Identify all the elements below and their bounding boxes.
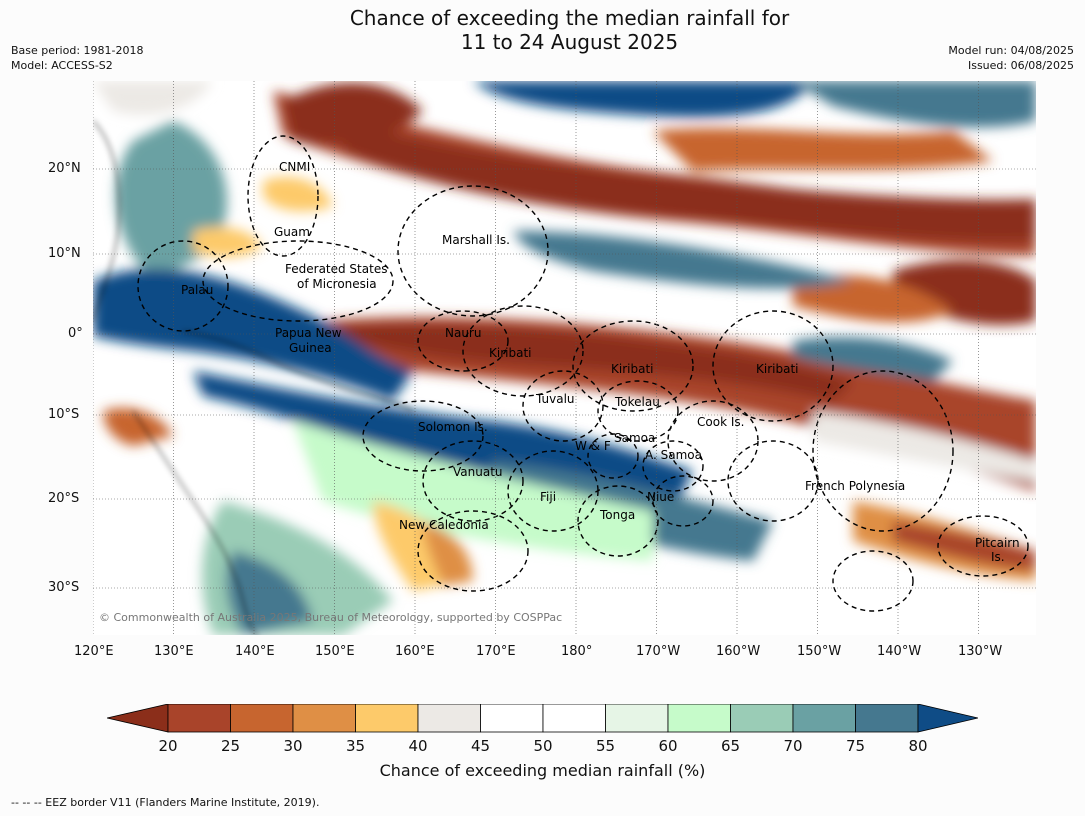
label-guam: Guam	[274, 225, 310, 239]
label-vanuatu: Vanuatu	[453, 465, 503, 479]
colorbar	[107, 704, 978, 733]
label-kiribati-west: Kiribati	[489, 346, 531, 360]
colorbar-tick-label: 40	[408, 737, 428, 755]
graticule	[93, 81, 1036, 635]
rainfall-field	[93, 81, 1036, 635]
label-fsm-1: Federated States	[285, 262, 387, 276]
label-palau: Palau	[181, 283, 213, 297]
colorbar-label: Chance of exceeding median rainfall (%)	[379, 761, 706, 780]
colorbar-tick-label: 75	[845, 737, 866, 755]
colorbar-tick-label: 80	[908, 737, 928, 755]
label-kiribati-central: Kiribati	[611, 362, 653, 376]
colorbar-segment	[480, 704, 544, 733]
meta-left: Base period: 1981-2018 Model: ACCESS-S2	[11, 43, 143, 73]
label-kiribati-east: Kiribati	[756, 362, 798, 376]
region-labels: CNMI Guam Marshall Is. Federated States …	[99, 160, 1020, 624]
lon-label-160w: 160°W	[716, 644, 761, 659]
colorbar-tick-label: 50	[533, 737, 553, 755]
meta-right: Model run: 04/08/2025 Issued: 06/08/2025	[948, 43, 1074, 73]
label-asamoa: A. Samoa	[645, 448, 702, 462]
lat-label-20n: 20°N	[48, 161, 81, 176]
colorbar-under-arrow	[107, 704, 169, 733]
label-samoa: Samoa	[614, 431, 655, 445]
label-tonga: Tonga	[599, 508, 635, 522]
label-nauru: Nauru	[445, 326, 481, 340]
label-png-2: Guinea	[289, 341, 332, 355]
colorbar-segment	[667, 704, 731, 733]
lon-label-140w: 140°W	[877, 644, 922, 659]
lon-label-130e: 130°E	[154, 644, 194, 659]
label-tokelau: Tokelau	[614, 395, 660, 409]
colorbar-tick-label: 60	[658, 737, 678, 755]
lat-label-30s: 30°S	[48, 580, 80, 595]
colorbar-segment	[167, 704, 231, 733]
colorbar-tick-label: 20	[158, 737, 178, 755]
map-svg: CNMI Guam Marshall Is. Federated States …	[93, 81, 1036, 635]
base-period: Base period: 1981-2018	[11, 44, 144, 57]
lon-label-160e: 160°E	[395, 644, 435, 659]
issued-date: Issued: 06/08/2025	[967, 59, 1074, 72]
colorbar-over-arrow	[917, 704, 978, 733]
eez-borders	[137, 135, 1029, 612]
colorbar-tick-label: 65	[720, 737, 741, 755]
label-cnmi: CNMI	[279, 160, 310, 174]
lon-label-140e: 140°E	[235, 644, 275, 659]
title-line-2: 11 to 24 August 2025	[460, 30, 679, 54]
map-title: Chance of exceeding the median rainfall …	[0, 6, 1085, 54]
label-png-1: Papua New	[275, 326, 342, 340]
lat-label-10n: 10°N	[48, 246, 81, 261]
colorbar-segment	[230, 704, 294, 733]
label-wf: W & F	[575, 439, 611, 453]
lon-label-150e: 150°E	[315, 644, 355, 659]
colorbar-tick-label: 25	[220, 737, 241, 755]
colorbar-tick-label: 35	[345, 737, 366, 755]
eez-legend-note: -- -- -- EEZ border V11 (Flanders Marine…	[11, 796, 320, 809]
label-cook: Cook Is.	[697, 415, 744, 429]
colorbar-tick-label: 70	[783, 737, 803, 755]
coastlines	[93, 120, 414, 635]
lon-label-120e: 120°E	[74, 644, 114, 659]
colorbar-segment	[292, 704, 356, 733]
colorbar-tick-label: 30	[283, 737, 303, 755]
lat-label-20s: 20°S	[48, 491, 80, 506]
colorbar-tick-label: 55	[595, 737, 616, 755]
colorbar-segment	[355, 704, 419, 733]
model-name: Model: ACCESS-S2	[11, 59, 113, 72]
title-line-1: Chance of exceeding the median rainfall …	[349, 6, 790, 30]
label-fiji: Fiji	[540, 490, 556, 504]
label-pitcairn-1: Pitcairn	[975, 536, 1020, 550]
colorbar-segment	[730, 704, 794, 733]
lon-label-170e: 170°E	[476, 644, 516, 659]
lon-label-130w: 130°W	[958, 644, 1003, 659]
model-run: Model run: 04/08/2025	[948, 44, 1074, 57]
colorbar-segment	[542, 704, 606, 733]
label-marshall: Marshall Is.	[442, 233, 510, 247]
colorbar-segment	[855, 704, 919, 733]
lat-label-0: 0°	[68, 326, 83, 341]
lon-label-170w: 170°W	[636, 644, 681, 659]
label-tuvalu: Tuvalu	[535, 392, 575, 406]
colorbar-tick-label: 45	[470, 737, 491, 755]
colorbar-segment	[417, 704, 481, 733]
label-new-caledonia: New Caledonia	[399, 518, 489, 532]
lon-label-150w: 150°W	[797, 644, 842, 659]
lat-label-10s: 10°S	[48, 407, 80, 422]
copyright-notice: © Commonwealth of Australia 2025, Bureau…	[99, 611, 562, 624]
label-niue: Niue	[647, 490, 674, 504]
colorbar-segment	[792, 704, 856, 733]
label-fsm-2: of Micronesia	[297, 277, 377, 291]
lon-label-180: 180°	[561, 644, 593, 659]
label-french-polynesia: French Polynesia	[805, 479, 905, 493]
label-pitcairn-2: Is.	[991, 550, 1005, 564]
colorbar-segment	[605, 704, 669, 733]
label-solomon: Solomon Is.	[418, 420, 488, 434]
rainfall-probability-map: CNMI Guam Marshall Is. Federated States …	[93, 81, 1036, 635]
